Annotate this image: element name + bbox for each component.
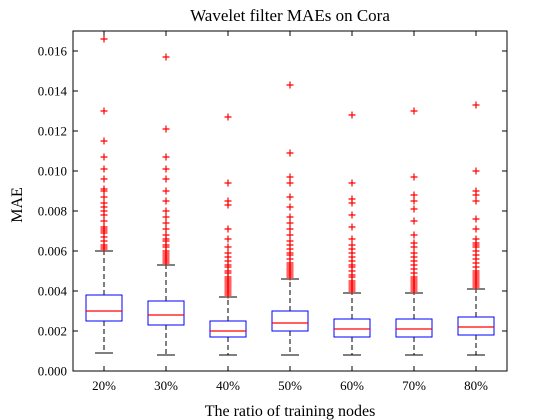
outlier-marker [162,125,170,133]
outlier-marker [162,225,170,233]
x-tick-label: 30% [154,378,178,393]
outlier-marker [162,213,170,221]
x-tick-label: 50% [278,378,302,393]
outlier-marker [410,197,418,205]
outlier-marker [162,153,170,161]
box-80% [457,316,495,336]
outlier-marker [348,211,356,219]
outlier-marker [286,213,294,221]
outlier-marker [224,179,232,187]
outlier-marker [286,179,294,187]
outlier-marker [162,197,170,205]
y-tick-label: 0.014 [38,84,68,99]
outlier-marker [286,237,294,245]
box-60% [333,318,371,338]
outlier-marker [348,195,356,203]
outlier-marker [410,107,418,115]
plot-area: 0.000 0.002 0.004 0.006 0.008 0.010 0.012 0.014… [38,30,508,393]
outlier-marker [472,215,480,223]
x-axis-label: The ratio of training nodes [205,403,376,420]
x-tick-label: 70% [402,378,426,393]
outlier-marker [224,225,232,233]
outlier-marker [410,205,418,213]
outlier-marker [224,113,232,121]
outlier-marker [286,173,294,181]
outlier-marker [100,165,108,173]
box-40% [209,320,247,338]
y-tick-label: 0.010 [38,164,67,179]
outlier-marker [348,223,356,231]
outlier-marker [162,219,170,227]
outlier-marker [100,137,108,145]
outlier-marker [100,217,108,225]
box-50% [271,310,309,332]
outlier-marker [224,197,232,205]
outlier-marker [224,235,232,243]
y-tick-label: 0.004 [38,284,68,299]
outlier-marker [100,199,108,207]
outlier-marker [286,219,294,227]
outlier-marker [410,231,418,239]
y-tick-label: 0.006 [38,244,68,259]
outlier-marker [162,231,170,239]
y-tick-label: 0.012 [38,124,67,139]
box-20% [85,294,123,322]
outlier-marker [348,235,356,243]
outlier-marker [100,193,108,201]
outlier-marker [286,231,294,239]
outlier-marker [410,217,418,225]
outlier-marker [286,193,294,201]
x-tick-label: 60% [340,378,364,393]
outlier-marker [100,175,108,183]
outlier-marker [100,153,108,161]
y-tick-label: 0.016 [38,44,68,59]
outlier-marker [410,249,418,257]
outlier-marker [410,191,418,199]
y-tick-label: 0.002 [38,324,67,339]
outlier-marker [410,239,418,247]
outlier-marker [162,53,170,61]
box-30% [147,300,185,326]
x-tick-label: 80% [464,378,488,393]
outlier-marker [162,207,170,215]
outlier-marker [286,203,294,211]
outlier-marker [472,101,480,109]
outlier-marker [100,107,108,115]
outlier-marker [162,187,170,195]
outlier-marker [410,173,418,181]
y-axis-label: MAE [9,187,26,223]
box-70% [395,318,433,338]
outlier-marker [286,149,294,157]
outlier-marker [472,187,480,195]
outlier-marker [100,185,108,193]
outlier-marker [224,243,232,251]
outlier-marker [472,197,480,205]
outlier-marker [472,235,480,243]
outlier-marker [348,241,356,249]
outlier-marker [348,111,356,119]
x-tick-label: 40% [216,378,240,393]
outlier-marker [472,225,480,233]
outlier-marker [348,179,356,187]
outlier-marker [472,167,480,175]
y-tick-label: 0.000 [38,364,67,379]
outlier-marker [286,81,294,89]
outlier-marker [100,223,108,231]
x-tick-label: 20% [92,378,116,393]
outlier-marker [224,249,232,257]
outlier-marker [162,165,170,173]
outlier-marker [286,225,294,233]
y-tick-label: 0.008 [38,204,67,219]
outlier-marker [100,35,108,43]
outlier-marker [162,175,170,183]
chart-title: Wavelet filter MAEs on Cora [190,6,390,25]
